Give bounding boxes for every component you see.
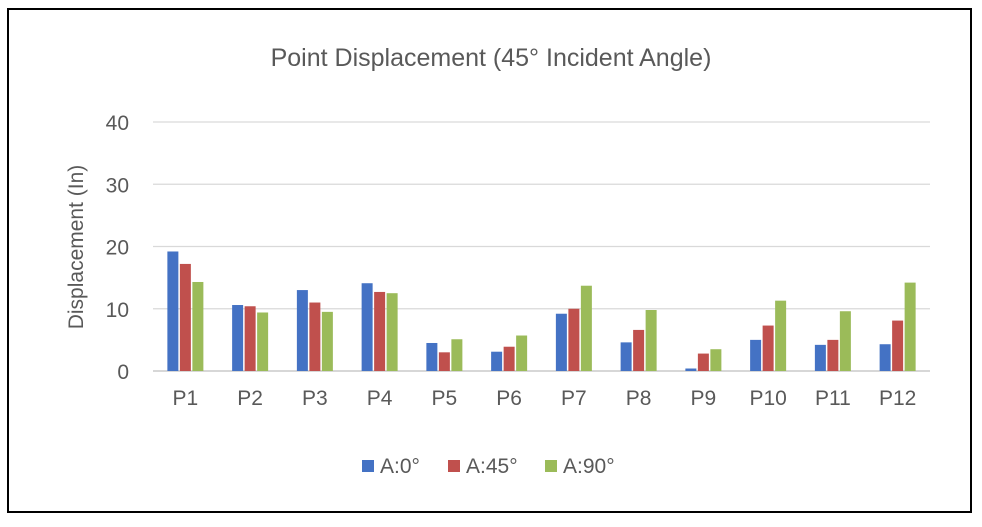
bar-P2-series-2 xyxy=(244,306,256,371)
y-tick-label-30: 30 xyxy=(106,174,129,197)
bar-P5-series-2 xyxy=(438,352,450,371)
chart-title: Point Displacement (45° Incident Angle) xyxy=(271,44,712,72)
legend-label-1: A:0° xyxy=(380,455,420,478)
bar-P8-series-2 xyxy=(633,329,645,371)
bar-P8-series-1 xyxy=(620,342,632,371)
bar-P9-series-3 xyxy=(710,349,722,371)
y-tick-label-0: 0 xyxy=(117,361,129,384)
legend-label-3: A:90° xyxy=(563,455,615,478)
bar-P5-series-1 xyxy=(426,342,438,371)
bar-P7-series-1 xyxy=(555,313,567,371)
x-tick-label-P4: P4 xyxy=(367,387,393,410)
bar-P10-series-3 xyxy=(775,300,787,371)
bar-P10-series-1 xyxy=(750,339,762,371)
bar-P10-series-2 xyxy=(762,325,774,371)
bar-P4-series-1 xyxy=(361,283,373,371)
bar-P4-series-2 xyxy=(374,291,386,371)
x-tick-label-P11: P11 xyxy=(815,387,851,410)
bar-P7-series-3 xyxy=(580,285,592,371)
bar-P6-series-1 xyxy=(491,351,503,371)
gridlines xyxy=(153,121,930,372)
bar-P5-series-3 xyxy=(451,339,463,371)
bar-P6-series-3 xyxy=(516,335,528,371)
bar-P12-series-2 xyxy=(892,320,904,371)
bar-P3-series-2 xyxy=(309,302,321,371)
bar-P11-series-3 xyxy=(839,311,851,371)
bar-P3-series-1 xyxy=(296,290,308,371)
x-tick-labels: P1 P2 P3 P4 P5 P6 P7 P8 P9 P10 P11 P12 xyxy=(173,387,917,410)
bar-P12-series-1 xyxy=(879,344,891,371)
x-tick-label-P9: P9 xyxy=(691,387,717,410)
bars xyxy=(167,251,916,371)
y-tick-labels: 0 10 20 30 40 xyxy=(106,112,129,384)
x-tick-label-P10: P10 xyxy=(749,387,786,410)
x-tick-label-P3: P3 xyxy=(302,387,328,410)
y-axis-title: Displacement (In) xyxy=(65,165,88,330)
x-tick-label-P5: P5 xyxy=(432,387,458,410)
bar-P4-series-3 xyxy=(386,293,398,371)
legend-label-2: A:45° xyxy=(466,455,518,478)
y-tick-label-10: 10 xyxy=(106,299,129,322)
x-tick-label-P6: P6 xyxy=(496,387,522,410)
bar-P8-series-3 xyxy=(645,309,657,371)
bar-P9-series-1 xyxy=(685,368,697,371)
bar-P1-series-3 xyxy=(192,281,204,371)
x-tick-label-P7: P7 xyxy=(561,387,587,410)
bar-P11-series-2 xyxy=(827,339,839,371)
bar-P2-series-3 xyxy=(257,312,269,371)
bar-P1-series-1 xyxy=(167,251,179,371)
y-tick-label-40: 40 xyxy=(106,112,129,135)
x-tick-label-P1: P1 xyxy=(173,387,199,410)
y-tick-label-20: 20 xyxy=(106,237,129,260)
bar-P7-series-2 xyxy=(568,308,580,371)
x-tick-label-P8: P8 xyxy=(626,387,652,410)
bar-P2-series-1 xyxy=(232,305,244,371)
bar-P9-series-2 xyxy=(697,353,709,371)
legend: A:0° A:45° A:90° xyxy=(362,455,615,478)
x-tick-label-P2: P2 xyxy=(237,387,263,410)
bar-P12-series-3 xyxy=(904,282,916,371)
bar-P6-series-2 xyxy=(503,346,515,371)
x-tick-label-P12: P12 xyxy=(879,387,916,410)
legend-swatch-3 xyxy=(545,460,557,472)
bar-P1-series-2 xyxy=(179,263,191,371)
bar-P11-series-1 xyxy=(814,344,826,371)
legend-swatch-1 xyxy=(362,460,374,472)
legend-swatch-2 xyxy=(448,460,460,472)
bar-P3-series-3 xyxy=(321,311,333,371)
